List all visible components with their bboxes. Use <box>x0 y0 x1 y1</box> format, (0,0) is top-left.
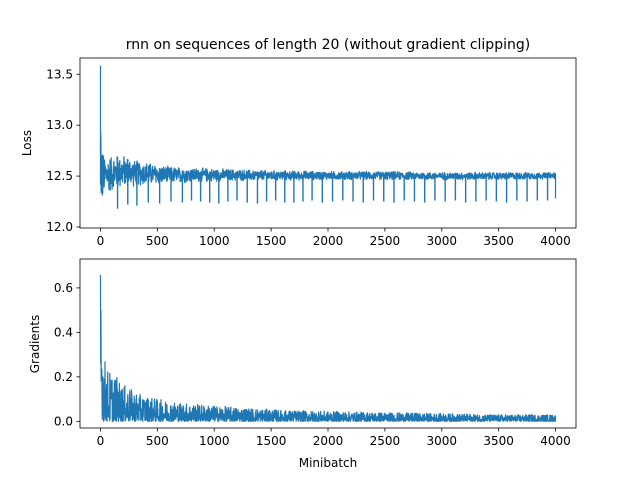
loss-y-tick-label: 12.0 <box>46 220 73 234</box>
gradients-x-tick-label: 3000 <box>426 434 457 448</box>
gradients-x-tick-label: 1000 <box>199 434 230 448</box>
loss-y-tick-label: 13.5 <box>46 67 73 81</box>
gradients-data-layer <box>99 274 557 422</box>
loss-y-label: Loss <box>20 130 34 156</box>
loss-y-tick-label: 13.0 <box>46 118 73 132</box>
gradients-x-ticks: 0 500 1000 1500 2000 2500 3000 3500 4000 <box>97 428 571 448</box>
loss-y-tick-label: 12.5 <box>46 169 73 183</box>
loss-panel: rnn on sequences of length 20 (without g… <box>20 37 577 248</box>
gradients-x-tick-label: 1500 <box>256 434 287 448</box>
loss-x-tick-label: 500 <box>146 234 169 248</box>
gradients-x-tick-label: 4000 <box>540 434 571 448</box>
gradients-y-ticks: 0.0 0.2 0.4 0.6 <box>54 281 80 428</box>
gradients-x-tick-label: 2500 <box>370 434 401 448</box>
gradients-y-tick-label: 0.0 <box>54 414 73 428</box>
loss-x-tick-label: 2000 <box>313 234 344 248</box>
gradients-panel: 0 500 1000 1500 2000 2500 3000 3500 4000 0.00.20… <box>28 258 577 470</box>
loss-x-tick-label: 0 <box>97 234 105 248</box>
gradients-y-tick-label: 0.4 <box>54 325 73 339</box>
chart-title: rnn on sequences of length 20 (without g… <box>126 37 530 53</box>
loss-x-tick-label: 3000 <box>426 234 457 248</box>
loss-x-tick-label: 3500 <box>483 234 514 248</box>
gradients-x-tick-label: 3500 <box>483 434 514 448</box>
gradients-x-tick-label: 0 <box>97 434 105 448</box>
loss-x-ticks: 0 500 1000 1500 2000 2500 3000 3500 4000 <box>97 228 571 248</box>
gradients-x-tick-label: 500 <box>146 434 169 448</box>
loss-x-tick-label: 2500 <box>370 234 401 248</box>
gradients-y-tick-label: 0.2 <box>54 370 73 384</box>
loss-x-tick-label: 1500 <box>256 234 287 248</box>
gradients-series-line <box>99 274 557 422</box>
loss-y-ticks: 12.0 12.5 13.0 13.5 <box>46 67 80 234</box>
loss-series-line <box>99 65 557 199</box>
gradients-x-label: Minibatch <box>299 456 358 470</box>
loss-x-tick-label: 1000 <box>199 234 230 248</box>
loss-data-layer <box>99 65 557 209</box>
gradients-y-label: Gradients <box>28 315 42 373</box>
loss-x-tick-label: 4000 <box>540 234 571 248</box>
gradients-x-tick-label: 2000 <box>313 434 344 448</box>
gradients-y-tick-label: 0.6 <box>54 281 73 295</box>
